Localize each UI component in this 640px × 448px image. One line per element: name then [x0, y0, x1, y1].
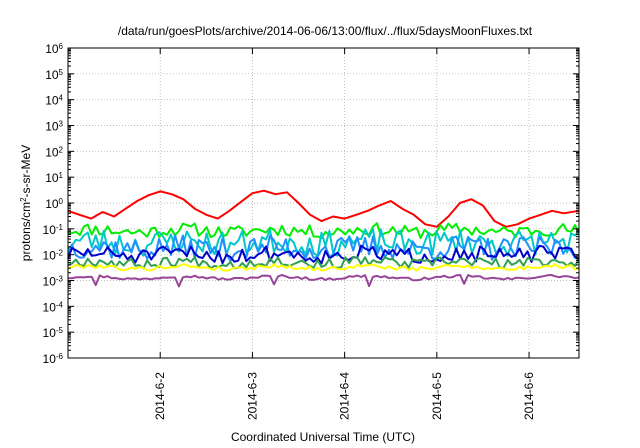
y-tick-label: 10-4	[43, 300, 64, 315]
x-tick-label: 2014-6-5	[430, 372, 444, 420]
series-line-2	[67, 222, 580, 240]
y-tick-label: 104	[45, 93, 63, 108]
y-tick-label: 10-3	[43, 274, 64, 289]
series-line-7	[67, 263, 580, 272]
x-tick-label: 2014-6-4	[338, 372, 352, 420]
chart-title: /data/run/goesPlots/archive/2014-06-06/1…	[118, 24, 533, 38]
series-line-1	[67, 189, 580, 228]
x-axis-label: Coordinated Universal Time (UTC)	[231, 430, 415, 444]
y-axis-label: protons/cm2-s-sr-MeV	[19, 145, 34, 261]
y-tick-label: 10-2	[43, 248, 64, 263]
x-tick-label: 2014-6-2	[153, 372, 167, 420]
y-axis-ticks: 10-6 10-5 10-4 10-3 10-2 10-1 100 101 102 103 104 1…	[43, 42, 579, 367]
y-tick-label: 10-6	[43, 352, 64, 367]
y-tick-label: 106	[45, 42, 63, 57]
y-tick-label: 105	[45, 67, 63, 82]
y-tick-label: 102	[45, 145, 63, 160]
y-tick-label: 10-1	[43, 222, 64, 237]
series-line-8	[67, 274, 580, 288]
x-axis-ticks: 2014-6-2 2014-6-3 2014-6-4 2014-6-5 2014-6-6	[153, 48, 536, 420]
y-tick-label: 103	[45, 119, 63, 134]
y-tick-label: 101	[45, 171, 63, 186]
series-line-5	[67, 244, 580, 265]
series-line-6	[67, 256, 580, 270]
x-tick-label: 2014-6-3	[245, 372, 259, 420]
y-axis-label-rest: -s-sr-MeV	[19, 145, 33, 198]
x-tick-label: 2014-6-6	[522, 372, 536, 420]
y-tick-label: 10-5	[43, 326, 64, 341]
y-axis-label-sup: 2	[19, 197, 28, 202]
y-tick-label: 100	[45, 197, 63, 212]
series-lines	[67, 189, 580, 288]
series-line-3	[67, 228, 580, 257]
y-axis-label-main: protons/cm	[19, 202, 33, 261]
